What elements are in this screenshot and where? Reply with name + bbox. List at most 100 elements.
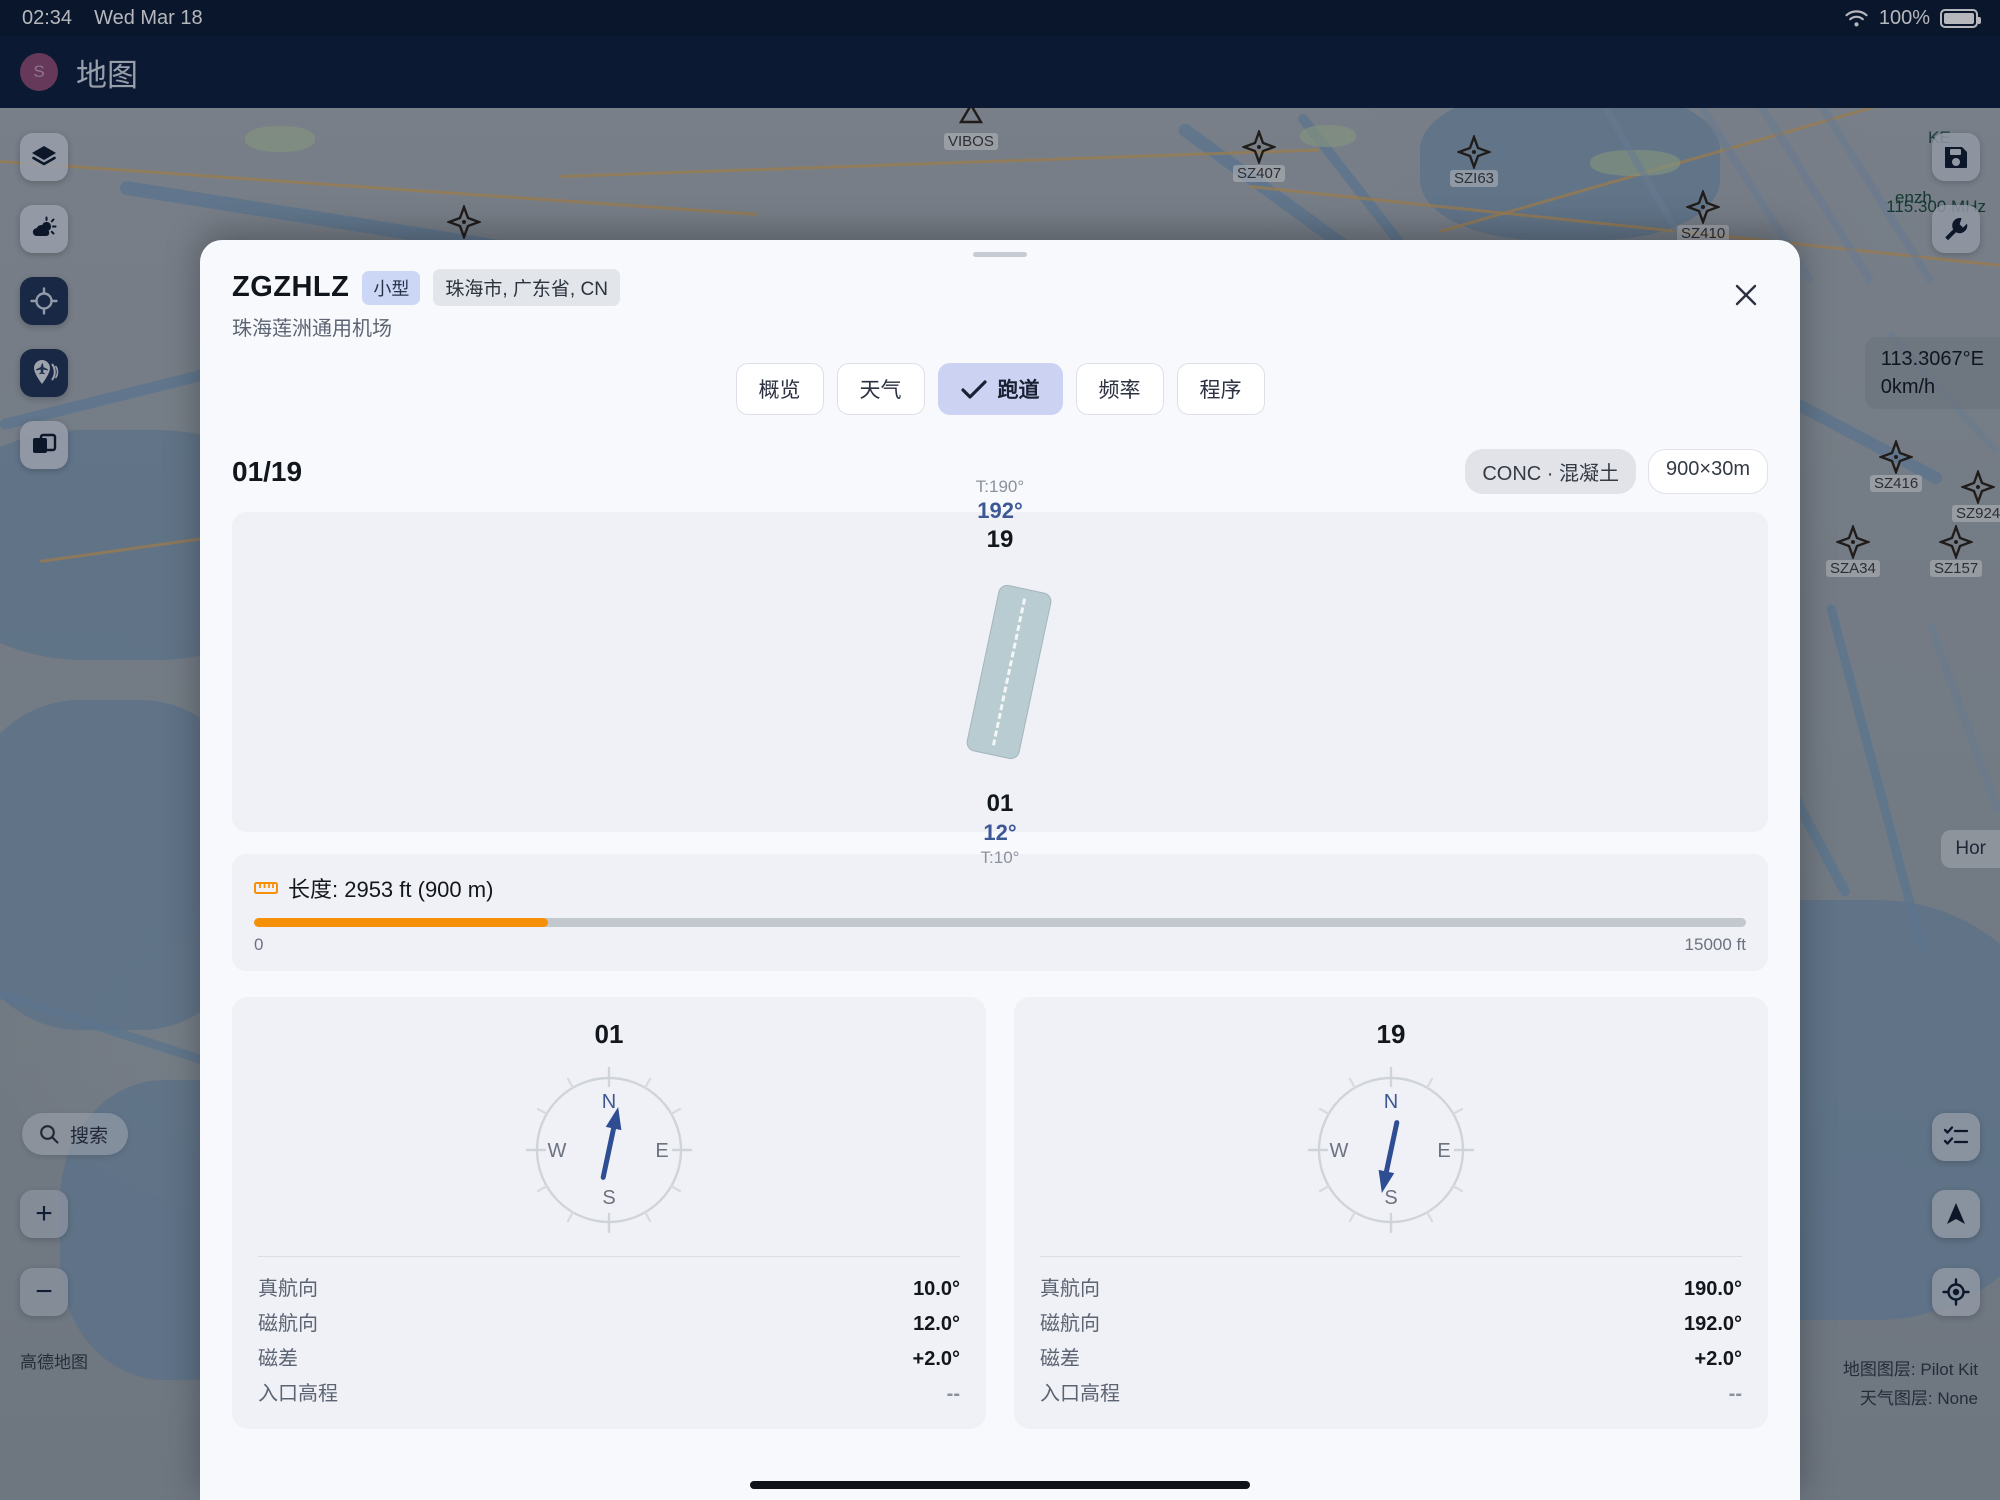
battery-percent: 100% [1878, 6, 1930, 29]
map-vegetation [1300, 125, 1356, 147]
tab-procedures[interactable]: 程序 [1176, 363, 1265, 415]
row-label: 磁航向 [1040, 1313, 1100, 1335]
close-button[interactable] [1726, 275, 1766, 315]
airport-subtitle: 珠海莲洲通用机场 [232, 318, 392, 340]
tab-label: 跑道 [997, 379, 1040, 402]
row-value: 192.0° [1683, 1313, 1742, 1335]
map-layer-info: 地图图层: Pilot Kit 天气图层: None [1843, 1356, 1978, 1414]
compass-rose-01: N E S W [258, 1060, 960, 1240]
save-button[interactable] [1932, 133, 1980, 181]
zoom-in-button[interactable]: + [20, 1190, 68, 1238]
battery-fill [1944, 12, 1974, 24]
row-value: -- [1728, 1383, 1742, 1405]
star-waypoint-icon [1686, 190, 1721, 224]
avatar[interactable]: S [20, 53, 58, 91]
map-attribution: 高德地图 [20, 1353, 88, 1372]
card-divider [258, 1256, 960, 1257]
runway-length-fill [254, 918, 548, 927]
compass-e-label: E [655, 1140, 668, 1162]
status-bar-right: 100% [1844, 6, 1981, 30]
modal-tabs: 概览 天气 跑道 频率 程序 [200, 363, 1800, 415]
runway-end-ident: 01 [594, 1019, 624, 1049]
save-icon [1945, 147, 1967, 168]
waypoint-label: SZI63 [1450, 170, 1499, 187]
runway-end-ident: 19 [1376, 1019, 1406, 1049]
compass-n-label: N [1384, 1091, 1398, 1113]
coordinate-chip: 113.3067°E 0km/h [1864, 337, 2000, 409]
clock: 02:34 [22, 6, 73, 29]
app-header: S 地图 [0, 36, 2000, 108]
tab-label: 天气 [859, 379, 902, 402]
map-waypoint[interactable]: SZ157 [1930, 525, 1983, 577]
map-waypoint[interactable]: SZ416 [1870, 440, 1923, 492]
search-placeholder: 搜索 [70, 1125, 109, 1147]
sheet-drag-handle[interactable] [973, 252, 1027, 257]
home-indicator[interactable] [750, 1481, 1250, 1489]
crosshair-icon [30, 287, 58, 315]
tab-weather[interactable]: 天气 [836, 363, 925, 415]
runway-end-card-19: 19 [1014, 997, 1768, 1429]
checklist-button[interactable] [1932, 1113, 1980, 1161]
runway-length-track [254, 918, 1746, 927]
airport-size-badge: 小型 [362, 270, 421, 305]
map-waypoint[interactable]: SZ924 [1952, 470, 2000, 522]
map-waypoint[interactable]: SZ418 [438, 205, 490, 257]
map-waypoint[interactable]: SZ407 [1233, 130, 1286, 182]
row-label: 入口高程 [258, 1383, 338, 1405]
tab-frequencies[interactable]: 频率 [1075, 363, 1164, 415]
runway-length-scale: 0 15000 ft [254, 935, 1746, 955]
sidebar-item-weather[interactable] [20, 205, 68, 253]
star-waypoint-icon [1939, 525, 1974, 559]
map-place-label: enzh [1895, 188, 1932, 207]
data-row-true-heading: 真航向 190.0° [1040, 1269, 1742, 1304]
groundspeed-value: 0km/h [1880, 376, 1936, 398]
runway-bottom-magnetic-heading: 12° [983, 820, 1017, 846]
runway-bottom-end-labels: 01 12° T:10° [232, 789, 1768, 868]
tab-runways[interactable]: 跑道 [937, 363, 1063, 415]
compass-n-label: N [602, 1091, 616, 1113]
row-value: 10.0° [913, 1278, 960, 1300]
row-value: 12.0° [913, 1313, 960, 1335]
runway-shape [964, 583, 1054, 761]
runway-chips: CONC · 混凝土 900×30m [1465, 449, 1768, 494]
locate-me-icon [1942, 1278, 1970, 1306]
map-waypoint[interactable]: VIBOS [944, 98, 998, 150]
tab-label: 概览 [758, 379, 801, 402]
sidebar-item-layers[interactable] [20, 133, 68, 181]
zoom-out-button[interactable]: − [20, 1268, 68, 1316]
runway-name: 01/19 [232, 455, 303, 487]
tab-label: 程序 [1199, 379, 1242, 402]
close-icon [1735, 284, 1757, 306]
sidebar-item-locate[interactable] [20, 277, 68, 325]
compass-e-label: E [1437, 1140, 1450, 1162]
tools-button[interactable] [1932, 205, 1980, 253]
map-waypoint[interactable]: SZ410 [1677, 190, 1730, 242]
zoom-out-label: − [35, 1275, 53, 1308]
tab-label: 频率 [1098, 379, 1141, 402]
waypoint-label: SZ157 [1930, 560, 1983, 577]
sidebar-item-aircraft[interactable] [20, 349, 68, 397]
status-bar: 02:34 Wed Mar 18 100% [0, 0, 2000, 36]
row-value: +2.0° [1694, 1348, 1742, 1370]
map-vegetation [245, 126, 315, 152]
sidebar-item-split-view[interactable] [20, 421, 68, 469]
runway-top-end-labels: T:190° 192° 19 [232, 476, 1768, 555]
runway-top-true-heading: T:190° [975, 477, 1025, 496]
center-on-me-button[interactable] [1932, 1268, 1980, 1316]
card-divider [1040, 1256, 1742, 1257]
horizon-chip: Hor [1941, 830, 2000, 868]
map-waypoint[interactable]: SZI63 [1450, 135, 1499, 187]
search-input[interactable]: 搜索 [22, 1113, 129, 1155]
airport-icao: ZGZHLZ [232, 271, 350, 303]
runway-length-row: 长度: 2953 ft (900 m) [254, 872, 1746, 904]
data-row-true-heading: 真航向 10.0° [258, 1269, 960, 1304]
runway-bottom-ident: 01 [986, 790, 1014, 818]
aircraft-pin-icon [34, 360, 59, 384]
north-up-button[interactable] [1932, 1190, 1980, 1238]
map-waypoint[interactable]: SZA34 [1826, 525, 1880, 577]
tab-overview[interactable]: 概览 [735, 363, 824, 415]
battery-icon [1940, 8, 1981, 28]
waypoint-label: SZA34 [1826, 560, 1880, 577]
waypoint-label: SZ924 [1952, 505, 2000, 522]
